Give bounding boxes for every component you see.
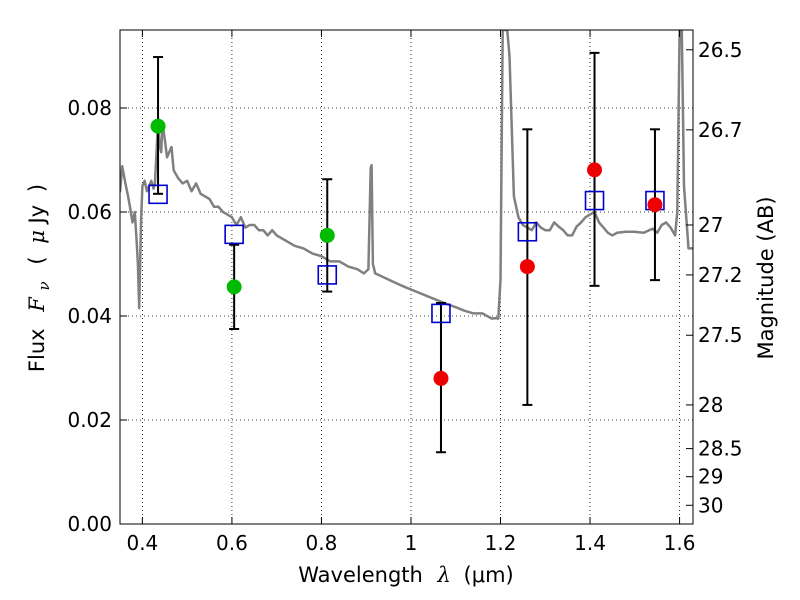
- filled-circle-marker: [519, 259, 535, 275]
- error-bars: [153, 51, 660, 454]
- open-square-marker: [517, 221, 538, 242]
- y-ticks: 0.00 0.02 0.04 0.06 0.08: [67, 96, 127, 536]
- filled-circle-marker: [647, 197, 663, 213]
- y-axis-label-close-paren: ): [25, 184, 49, 192]
- y2-tick-label: 27.5: [698, 323, 743, 347]
- filled-circle-marker: [226, 279, 242, 295]
- open-square-marker: [317, 265, 338, 285]
- y-tick-label: 0.02: [67, 408, 112, 432]
- filled-circle-marker: [319, 227, 335, 243]
- y-axis-label-subscript: ν: [35, 281, 53, 290]
- y2-tick-label: 27: [698, 213, 723, 237]
- x-ticks: 0.4 0.6 0.8 1 1.2 1.4 1.6: [126, 30, 695, 555]
- x-tick-label: 0.6: [216, 531, 248, 555]
- sed-model-layer: [120, 30, 693, 320]
- x-axis-label-unit: (μm): [464, 563, 514, 587]
- y-tick-label: 0.06: [67, 200, 112, 224]
- filled-circle-marker: [587, 162, 603, 178]
- x-axis-label-prefix: Wavelength: [298, 563, 423, 587]
- x-tick-label: 1.6: [664, 531, 696, 555]
- y2-tick-label: 28: [698, 393, 723, 417]
- y2-axis-label: Magnitude (AB): [754, 196, 778, 359]
- y2-tick-label: 26.5: [698, 38, 743, 62]
- open-square-marker: [148, 184, 168, 205]
- x-tick-label: 1.4: [574, 531, 606, 555]
- plot-frame: [119, 29, 694, 525]
- x-axis-label-symbol: λ: [437, 563, 451, 587]
- y-axis-label-symbol: F: [25, 296, 49, 313]
- x-tick-label: 1: [405, 531, 418, 555]
- y-axis-label-prefix: Flux: [25, 328, 49, 372]
- y2-tick-label: 30: [698, 493, 723, 517]
- y-axis-label-open-paren: (: [25, 256, 49, 264]
- open-square-marker: [431, 303, 451, 324]
- y-tick-label: 0.00: [67, 512, 112, 536]
- y-tick-label: 0.08: [67, 96, 112, 120]
- y2-tick-label: 29: [698, 465, 723, 489]
- y-axis-label-mu: μ: [25, 230, 49, 244]
- open-square-marker: [224, 224, 244, 245]
- y2-tick-label: 28.5: [698, 437, 743, 461]
- x-tick-label: 0.8: [306, 531, 338, 555]
- y2-ticks: 26.5 26.7 27 27.2 27.5 28 28.5 29 30: [686, 38, 743, 517]
- filled-circle-marker: [150, 118, 166, 134]
- sed-model-curve: [120, 30, 693, 320]
- open-square-marker: [584, 190, 605, 211]
- y-tick-label: 0.04: [67, 304, 112, 328]
- filled-circle-marker: [433, 370, 449, 386]
- data-markers: [148, 118, 665, 386]
- x-tick-label: 0.4: [126, 531, 158, 555]
- x-tick-label: 1.2: [485, 531, 517, 555]
- x-axis-label: Wavelength λ (μm): [298, 563, 513, 587]
- y-axis-label-unit: Jy: [25, 205, 49, 226]
- y2-tick-label: 27.2: [698, 263, 743, 287]
- y2-tick-label: 26.7: [698, 118, 743, 142]
- grid-lines: [120, 30, 693, 525]
- y-axis-label: Flux F ν ( μ Jy ): [25, 184, 54, 372]
